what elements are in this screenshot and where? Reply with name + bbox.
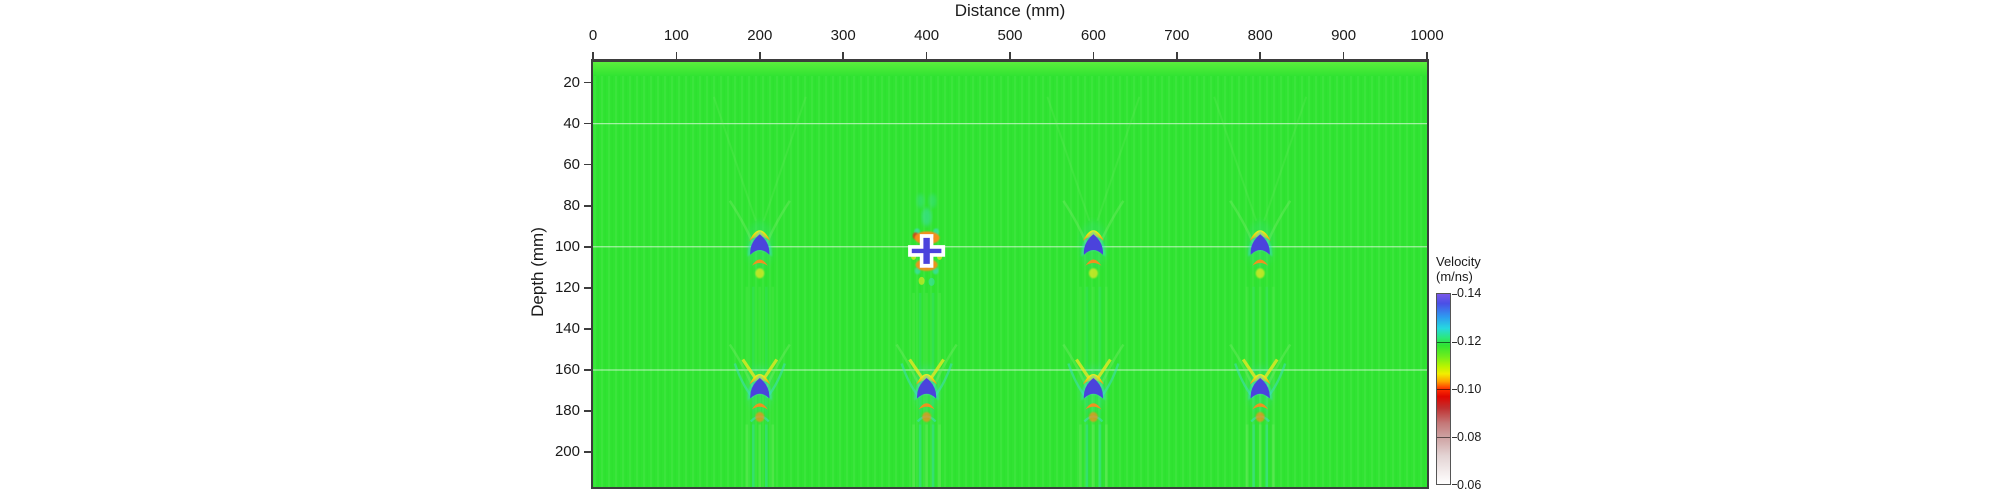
x-tick-label: 900 xyxy=(1331,27,1357,44)
colorbar-tick-label: 0.10 xyxy=(1457,382,1482,396)
y-tick-mark xyxy=(584,287,592,289)
y-tick-mark xyxy=(584,245,592,248)
x-tick-label: 100 xyxy=(663,27,689,44)
colorbar-tick-line xyxy=(1437,341,1450,343)
x-tick-mark xyxy=(925,52,928,59)
x-tick-label: 0 xyxy=(588,27,598,44)
y-tick-mark xyxy=(584,451,592,453)
x-tick-mark xyxy=(842,52,844,59)
y-tick-label: 20 xyxy=(563,73,580,91)
x-tick-mark xyxy=(1426,52,1428,59)
y-tick-label: 100 xyxy=(554,237,580,255)
y-tick-label: 120 xyxy=(554,278,580,296)
colorbar-tick-mark xyxy=(1452,294,1457,296)
x-tick-label: 400 xyxy=(914,27,940,44)
x-tick-mark xyxy=(1342,52,1345,59)
y-tick-mark xyxy=(584,369,592,371)
colorbar-tick-label: 0.14 xyxy=(1457,286,1482,300)
y-tick-mark xyxy=(584,81,592,84)
x-tick-mark xyxy=(1092,52,1095,59)
plot-area xyxy=(591,59,1429,489)
colorbar-title-line2: (m/ns) xyxy=(1436,268,1473,284)
colorbar-tick-label: 0.06 xyxy=(1457,478,1482,492)
y-tick-mark xyxy=(584,122,592,125)
y-tick-mark xyxy=(584,163,592,166)
x-tick-mark xyxy=(1259,52,1261,59)
x-tick-mark xyxy=(1176,52,1178,59)
y-tick-label: 60 xyxy=(563,155,580,173)
colorbar-tick-mark xyxy=(1452,436,1457,438)
y-tick-label: 180 xyxy=(554,402,580,420)
y-tick-label: 40 xyxy=(563,114,580,132)
colorbar-tick-mark xyxy=(1452,484,1457,486)
x-tick-label: 1000 xyxy=(1410,27,1444,44)
colorbar-tick-label: 0.12 xyxy=(1457,334,1482,348)
x-tick-label: 700 xyxy=(1164,27,1190,44)
colorbar-title-line1: Velocity xyxy=(1436,254,1481,269)
y-tick-mark xyxy=(584,328,592,330)
x-tick-label: 500 xyxy=(997,27,1023,44)
colorbar-tick-mark xyxy=(1452,389,1457,391)
x-axis-title: Distance (mm) xyxy=(954,1,1066,20)
colorbar-tick-label: 0.08 xyxy=(1457,430,1482,444)
x-tick-label: 600 xyxy=(1080,27,1106,44)
x-tick-label: 800 xyxy=(1247,27,1273,44)
colorbar-title: Velocity (m/ns) xyxy=(1436,254,1481,284)
y-tick-label: 80 xyxy=(563,196,580,214)
colorbar-tick-line xyxy=(1437,389,1450,390)
x-tick-label: 300 xyxy=(830,27,856,44)
velocity-heatmap xyxy=(593,62,1427,487)
x-tick-mark xyxy=(759,52,761,59)
colorbar-tick-line xyxy=(1437,436,1450,438)
x-tick-label: 200 xyxy=(747,27,773,44)
colorbar-tick-mark xyxy=(1452,341,1457,343)
y-tick-mark xyxy=(584,204,592,207)
x-tick-mark xyxy=(1009,52,1011,59)
x-tick-mark xyxy=(675,52,678,59)
y-tick-label: 140 xyxy=(554,319,580,337)
colorbar xyxy=(1436,293,1457,486)
y-tick-label: 200 xyxy=(554,443,580,461)
y-tick-mark xyxy=(584,410,592,412)
x-tick-mark xyxy=(592,52,594,59)
y-tick-label: 160 xyxy=(554,360,580,378)
